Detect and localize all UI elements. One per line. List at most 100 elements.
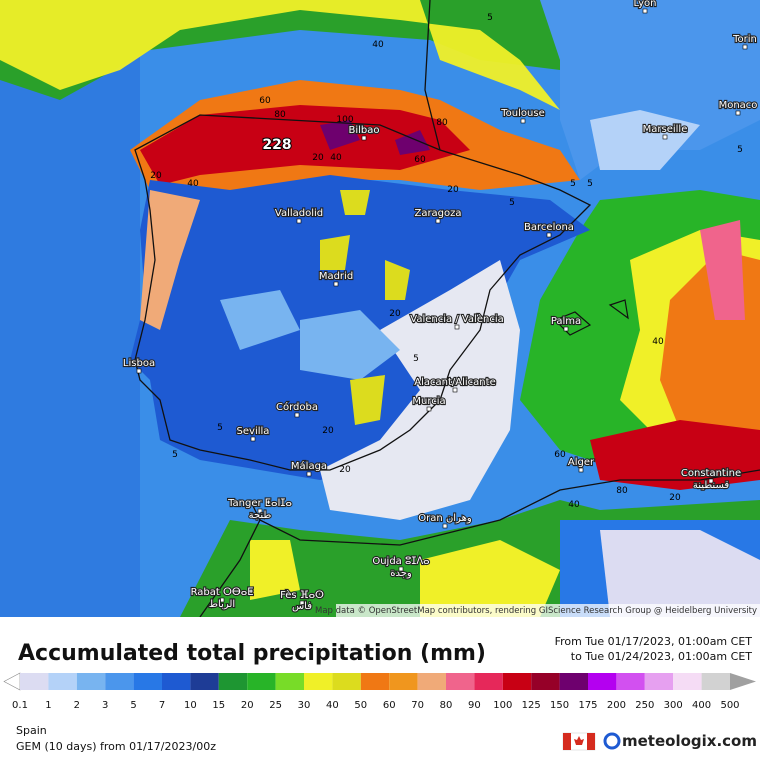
legend-swatch	[559, 673, 588, 690]
legend-tick-label: 300	[664, 700, 683, 711]
max-value-label: 228	[262, 137, 291, 153]
legend-swatch	[20, 673, 49, 690]
legend-swatch	[76, 673, 106, 690]
contour-label: 100	[336, 115, 353, 125]
city-marker	[742, 44, 748, 50]
legend-swatch	[616, 673, 645, 690]
city-label: طنجة	[249, 510, 272, 521]
legend-swatch	[588, 673, 617, 690]
legend-tick-label: 30	[298, 700, 311, 711]
legend-tick-label: 3	[102, 700, 108, 711]
contour-label: 80	[616, 486, 628, 496]
city-label: Córdoba	[276, 401, 318, 413]
city-marker	[299, 600, 305, 606]
city-label: Torin	[732, 34, 757, 45]
legend-swatch	[162, 673, 191, 690]
legend-swatch	[190, 673, 219, 690]
brand-logo	[603, 732, 621, 750]
legend-tick-label: 2	[74, 700, 80, 711]
contour-label: 20	[389, 309, 401, 319]
contour-label: 5	[570, 179, 576, 189]
city-label: Oran وهران	[418, 513, 472, 524]
legend-swatch	[218, 673, 248, 690]
attribution-bg	[336, 604, 760, 617]
legend-swatch	[332, 673, 361, 690]
city-marker	[136, 368, 142, 374]
city-label: Lisboa	[123, 358, 155, 369]
city-label: Málaga	[291, 460, 327, 472]
city-marker	[398, 566, 404, 572]
city-marker	[442, 523, 448, 529]
title: Accumulated total precipitation (mm)	[18, 641, 486, 666]
legend-swatch	[304, 673, 333, 690]
contour-label: 40	[330, 153, 342, 163]
city-label: Valencia / València	[410, 313, 503, 325]
city-marker	[435, 218, 441, 224]
contour-label: 5	[487, 13, 493, 23]
city-marker	[294, 412, 300, 418]
city-label: Alacant/Alicante	[414, 377, 495, 388]
city-label: الرباط	[209, 599, 235, 610]
contour-label: 20	[669, 493, 681, 503]
city-label: Toulouse	[500, 108, 544, 119]
legend-tick-label: 1	[45, 700, 51, 711]
contour-label: 80	[274, 110, 286, 120]
city-marker	[662, 134, 668, 140]
legend-tick-label: 125	[522, 700, 541, 711]
legend-swatch	[701, 673, 730, 690]
contour-label: 5	[217, 423, 223, 433]
period-from: From Tue 01/17/2023, 01:00am CET	[555, 635, 753, 648]
model-run: GEM (10 days) from 01/17/2023/00z	[16, 740, 216, 753]
city-marker	[219, 597, 225, 603]
city-label: فاس	[292, 601, 312, 612]
contour-label: 5	[587, 179, 593, 189]
contour-label: 40	[652, 337, 664, 347]
legend-swatch	[417, 673, 446, 690]
city-label: Constantine	[681, 468, 741, 479]
legend-swatch	[133, 673, 162, 690]
city-label: Tanger ⵟⴰⵏⵊⴰ	[227, 498, 292, 509]
city-label: Rabat ⵔⴱⴰⵟ	[191, 587, 254, 598]
city-label: Fès ⴼⴰⵙ	[280, 589, 324, 601]
legend-tick-label: 7	[159, 700, 165, 711]
contour-label: 5	[413, 354, 419, 364]
legend-arrow-right	[730, 673, 756, 690]
city-label: Oujda ⵓⵊⴷⴰ	[372, 556, 429, 567]
contour-label: 5	[737, 145, 743, 155]
legend-swatch	[673, 673, 702, 690]
city-marker	[563, 326, 569, 332]
contour-label: 20	[312, 153, 324, 163]
city-marker	[426, 406, 432, 412]
legend-swatch	[644, 673, 674, 690]
city-marker	[257, 508, 263, 514]
city-label: Alger	[568, 457, 595, 468]
legend-tick-label: 10	[184, 700, 197, 711]
city-marker	[520, 118, 526, 124]
legend-tick-label: 20	[241, 700, 254, 711]
legend-tick-label: 90	[468, 700, 481, 711]
city-label: Palma	[551, 316, 581, 327]
legend-swatch	[105, 673, 134, 690]
city-label: Madrid	[319, 271, 353, 282]
legend-tick-label: 150	[550, 700, 569, 711]
legend-tick-label: 60	[383, 700, 396, 711]
city-label: Monaco	[719, 100, 758, 111]
legend-swatch	[275, 673, 304, 690]
legend-swatch	[474, 673, 503, 690]
contour-label: 80	[436, 118, 448, 128]
legend-tick-label: 70	[411, 700, 424, 711]
contour-label: 40	[568, 500, 580, 510]
contour-label: 60	[414, 155, 426, 165]
canada-flag	[562, 732, 596, 751]
contour-label: 5	[172, 450, 178, 460]
city-label: Bilbao	[348, 125, 379, 136]
contour-label: 60	[554, 450, 566, 460]
city-marker	[361, 135, 367, 141]
city-marker	[454, 324, 460, 330]
legend-tick-label: 0.1	[12, 700, 28, 711]
contour-label: 20	[447, 185, 459, 195]
map-background	[0, 0, 760, 618]
legend-swatch	[48, 673, 77, 690]
legend-tick-label: 50	[354, 700, 367, 711]
legend-swatch	[502, 673, 532, 690]
